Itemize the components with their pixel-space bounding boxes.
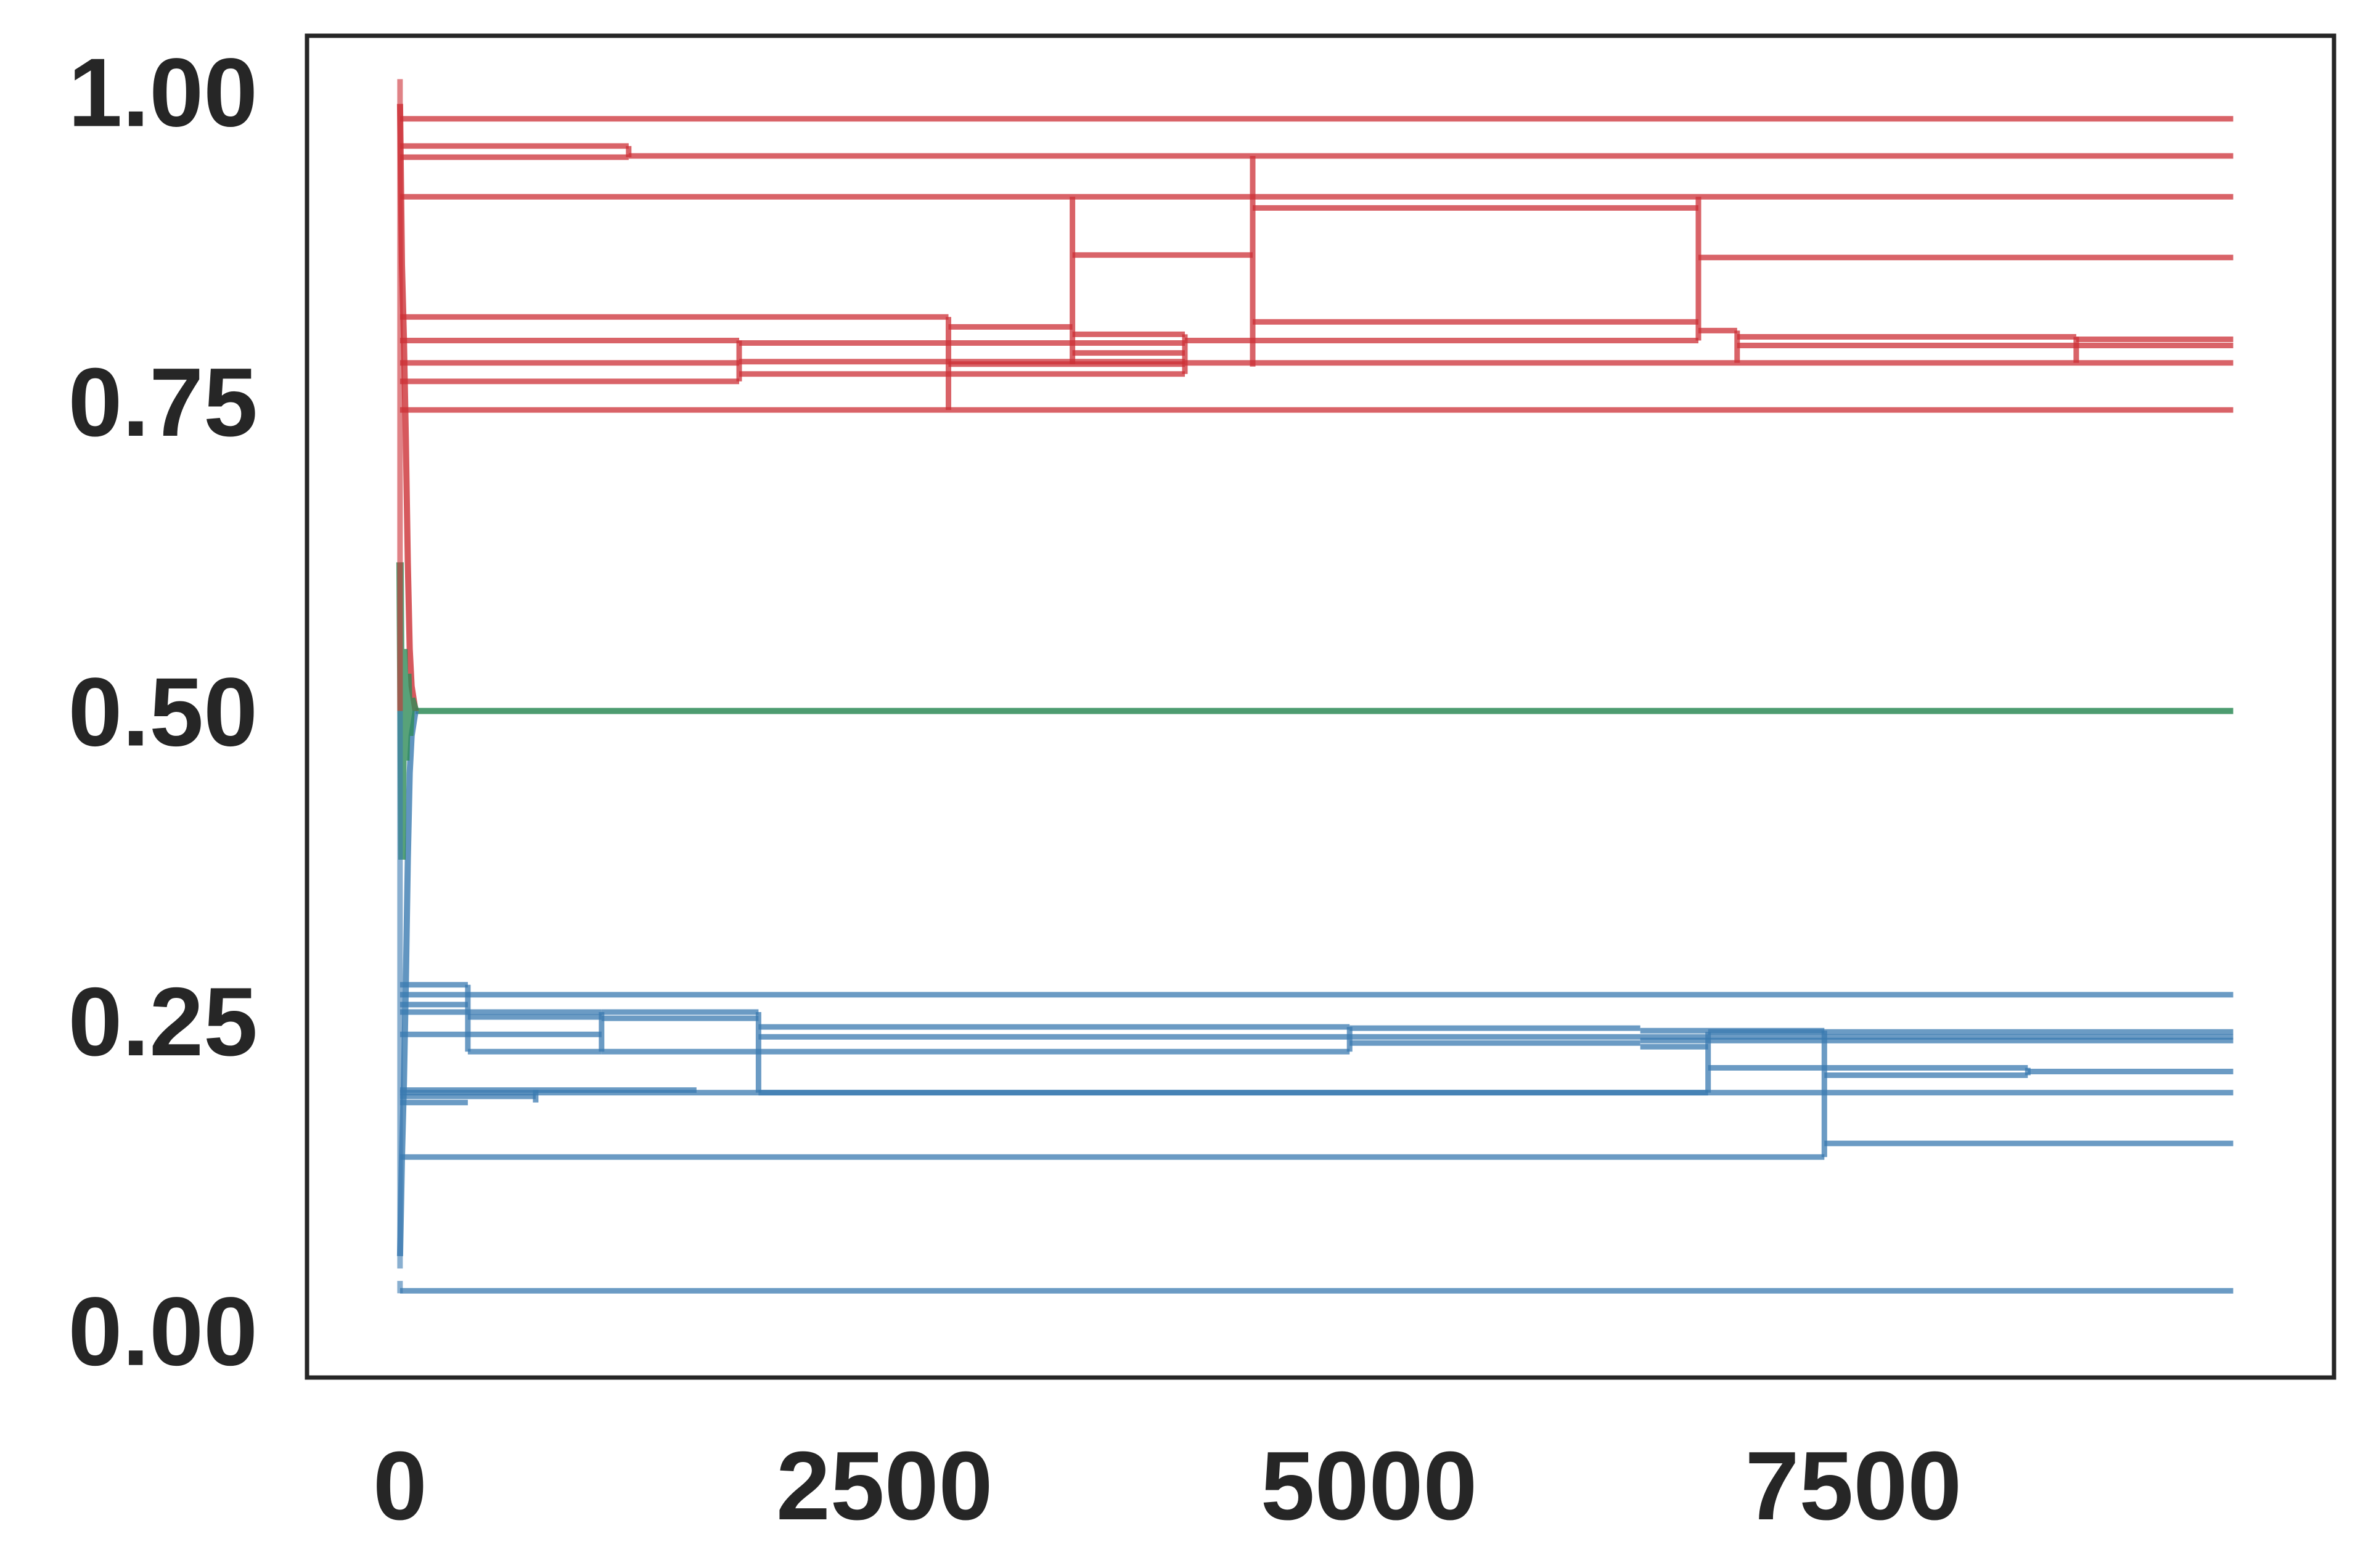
x-tick-label: 5000 [1261, 1432, 1478, 1540]
tick-label-layer: 0.00 0.25 0.50 0.75 1.00 0 2500 5000 7500 [68, 38, 1962, 1540]
x-tick-label: 7500 [1745, 1432, 1962, 1540]
series-layer [396, 79, 2234, 1294]
y-tick-label: 0.00 [68, 1278, 258, 1386]
y-tick-label: 0.50 [68, 658, 258, 767]
y-tick-label: 0.25 [68, 968, 258, 1076]
x-tick-label: 2500 [776, 1432, 993, 1540]
y-tick-label: 1.00 [68, 38, 258, 147]
x-tick-label: 0 [373, 1432, 427, 1540]
plot-frame [305, 33, 2336, 1380]
y-tick-label: 0.75 [68, 348, 258, 457]
